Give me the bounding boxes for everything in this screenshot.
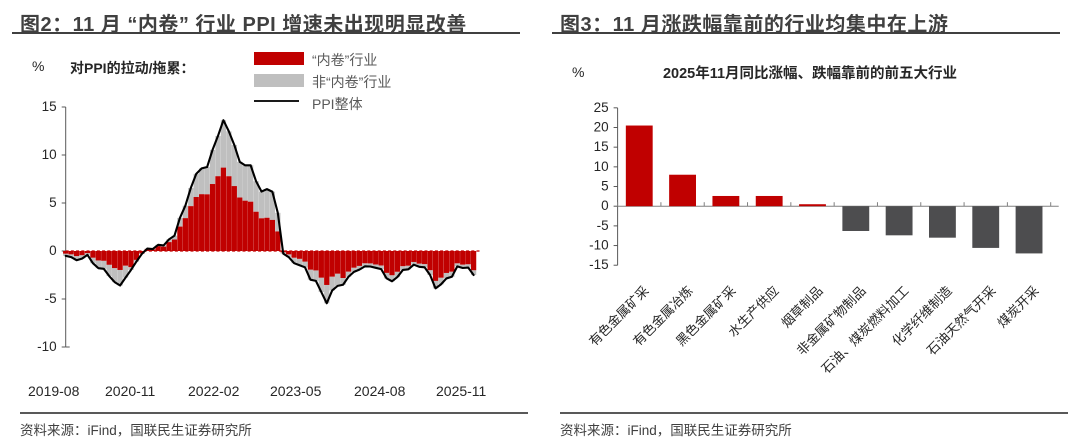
- svg-text:-5: -5: [45, 291, 57, 306]
- svg-text:-10: -10: [37, 339, 57, 354]
- svg-text:0: 0: [49, 243, 57, 258]
- svg-text:5: 5: [49, 195, 57, 210]
- svg-text:10: 10: [42, 147, 57, 162]
- svg-text:15: 15: [42, 99, 57, 114]
